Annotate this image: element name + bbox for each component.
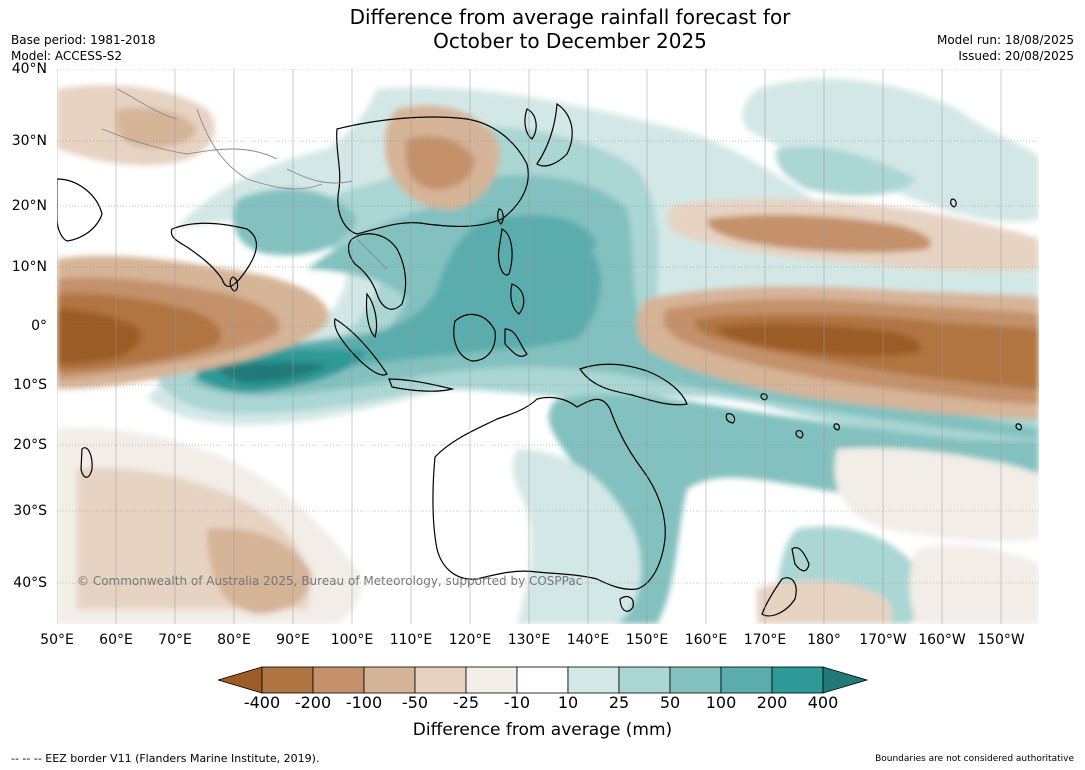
- colorbar-extend-low: [218, 666, 263, 694]
- latitude-label: 20°S: [13, 437, 47, 453]
- colorbar-tick-label: 10: [557, 693, 579, 712]
- colorbar-segment: [261, 666, 314, 694]
- latitude-label: 0°: [31, 318, 47, 334]
- colorbar-tick-label: -400: [243, 693, 281, 712]
- issued-date: Issued: 20/08/2025: [958, 49, 1074, 63]
- colorbar-title: Difference from average (mm): [412, 720, 673, 740]
- longitude-label: 80°E: [217, 632, 251, 648]
- colorbar-tick-label: -10: [503, 693, 531, 712]
- latitude-label: 10°S: [13, 377, 47, 393]
- longitude-label: 120°E: [448, 632, 492, 648]
- colorbar-segment: [771, 666, 824, 694]
- latitude-label: 20°N: [11, 198, 47, 214]
- title-line-2: October to December 2025: [433, 29, 707, 53]
- colorbar-extend-high: [822, 666, 869, 694]
- base-period: Base period: 1981-2018: [11, 33, 156, 47]
- colorbar-segment: [720, 666, 773, 694]
- colorbar-segment: [669, 666, 722, 694]
- colorbar-segment: [618, 666, 671, 694]
- latitude-label: 40°N: [11, 61, 47, 77]
- longitude-label: 110°E: [389, 632, 433, 648]
- rainfall-anomaly-map: © Commonwealth of Australia 2025, Bureau…: [57, 69, 1039, 624]
- longitude-label: 160°E: [684, 632, 728, 648]
- longitude-label: 180°: [807, 632, 841, 648]
- coastlines: [57, 102, 1023, 617]
- colorbar-segment: [516, 666, 569, 694]
- longitude-label: 150°W: [977, 632, 1025, 648]
- longitude-label: 100°E: [330, 632, 374, 648]
- country-borders: [101, 88, 388, 270]
- longitude-label: 70°E: [158, 632, 192, 648]
- model-name: Model: ACCESS-S2: [11, 49, 123, 63]
- longitude-label: 60°E: [99, 632, 133, 648]
- longitude-label: 90°E: [276, 632, 310, 648]
- longitude-label: 160°W: [918, 632, 966, 648]
- longitude-label: 150°E: [625, 632, 669, 648]
- colorbar-segment: [465, 666, 518, 694]
- colorbar-tick-label: 100: [705, 693, 737, 712]
- colorbar: [218, 666, 869, 694]
- latitude-label: 30°S: [13, 503, 47, 519]
- colorbar-segment: [363, 666, 416, 694]
- eez-border-note: -- -- -- EEZ border V11 (Flanders Marine…: [11, 752, 320, 765]
- longitude-label: 140°E: [566, 632, 610, 648]
- colorbar-tick-label: -25: [452, 693, 480, 712]
- colorbar-tick-label: 400: [807, 693, 839, 712]
- colorbar-segment: [567, 666, 620, 694]
- meta-left: Base period: 1981-2018 Model: ACCESS-S2: [11, 32, 156, 64]
- colorbar-tick-label: 50: [659, 693, 681, 712]
- latitude-label: 30°N: [11, 133, 47, 149]
- map-copyright: © Commonwealth of Australia 2025, Bureau…: [77, 574, 582, 588]
- colorbar-tick-label: -200: [294, 693, 332, 712]
- longitude-label: 50°E: [40, 632, 74, 648]
- latitude-label: 10°N: [11, 259, 47, 275]
- boundaries-disclaimer: Boundaries are not considered authoritat…: [875, 754, 1074, 764]
- map-title: Difference from average rainfall forecas…: [270, 5, 870, 53]
- model-run: Model run: 18/08/2025: [936, 33, 1074, 47]
- colorbar-tick-label: 200: [756, 693, 788, 712]
- graticule: [57, 69, 1039, 624]
- map-canvas: © Commonwealth of Australia 2025, Bureau…: [57, 69, 1039, 624]
- colorbar-tick-label: -50: [401, 693, 429, 712]
- latitude-label: 40°S: [13, 575, 47, 591]
- title-line-1: Difference from average rainfall forecas…: [349, 5, 791, 29]
- colorbar-tick-label: -100: [345, 693, 383, 712]
- colorbar-segment: [312, 666, 365, 694]
- colorbar-segment: [414, 666, 467, 694]
- longitude-label: 170°E: [743, 632, 787, 648]
- anomaly-shading: [57, 78, 1039, 624]
- meta-right: Model run: 18/08/2025 Issued: 20/08/2025: [937, 32, 1074, 64]
- longitude-label: 170°W: [859, 632, 907, 648]
- longitude-label: 130°E: [507, 632, 551, 648]
- colorbar-tick-label: 25: [608, 693, 630, 712]
